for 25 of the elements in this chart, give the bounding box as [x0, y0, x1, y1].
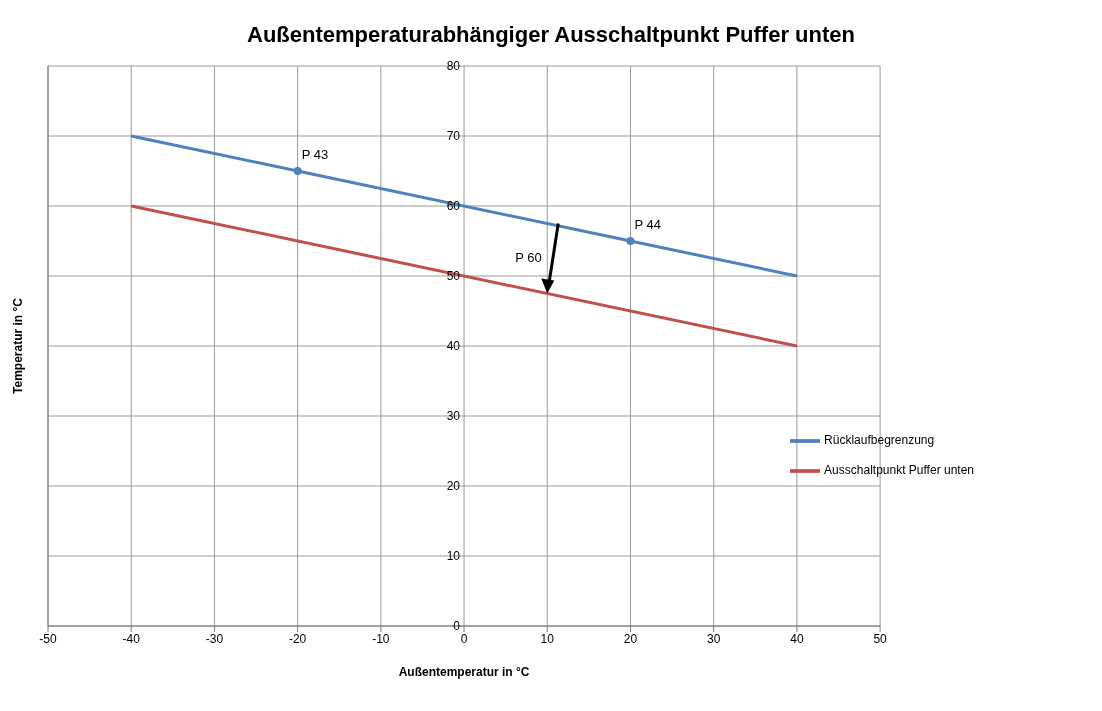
y-tick-label: 30	[446, 409, 461, 423]
y-axis-title: Temperatur in °C	[11, 297, 26, 394]
x-tick-label: -20	[288, 631, 307, 646]
chart-title: Außentemperaturabhängiger Ausschaltpunkt Puffer unten	[246, 21, 856, 49]
y-tick-label: 10	[446, 549, 461, 563]
x-tick-label: -10	[372, 631, 390, 646]
y-tick-label: 40	[446, 339, 461, 353]
x-tick-label: 50	[873, 631, 888, 646]
y-tick-label: 70	[446, 129, 461, 143]
x-axis-title: Außentemperatur in °C	[398, 665, 530, 679]
annotation: P 60	[515, 249, 542, 265]
legend-label: Ausschaltpunkt Puffer unten	[824, 463, 974, 478]
y-tick-label: 20	[446, 479, 461, 493]
annotation: P 43	[301, 147, 329, 162]
y-tick-label: 80	[446, 59, 461, 73]
x-tick-label: -50	[39, 631, 57, 646]
x-tick-label: -40	[122, 631, 141, 646]
annotation: P 44	[634, 217, 661, 232]
x-tick-label: -30	[205, 631, 224, 646]
x-tick-label: 20	[623, 631, 638, 646]
x-tick-label: 30	[707, 631, 721, 646]
x-tick-label: 40	[790, 631, 804, 646]
legend-label: Rücklaufbegrenzung	[824, 433, 935, 448]
y-tick-label: 0	[453, 619, 461, 633]
x-tick-label: 10	[540, 631, 555, 646]
